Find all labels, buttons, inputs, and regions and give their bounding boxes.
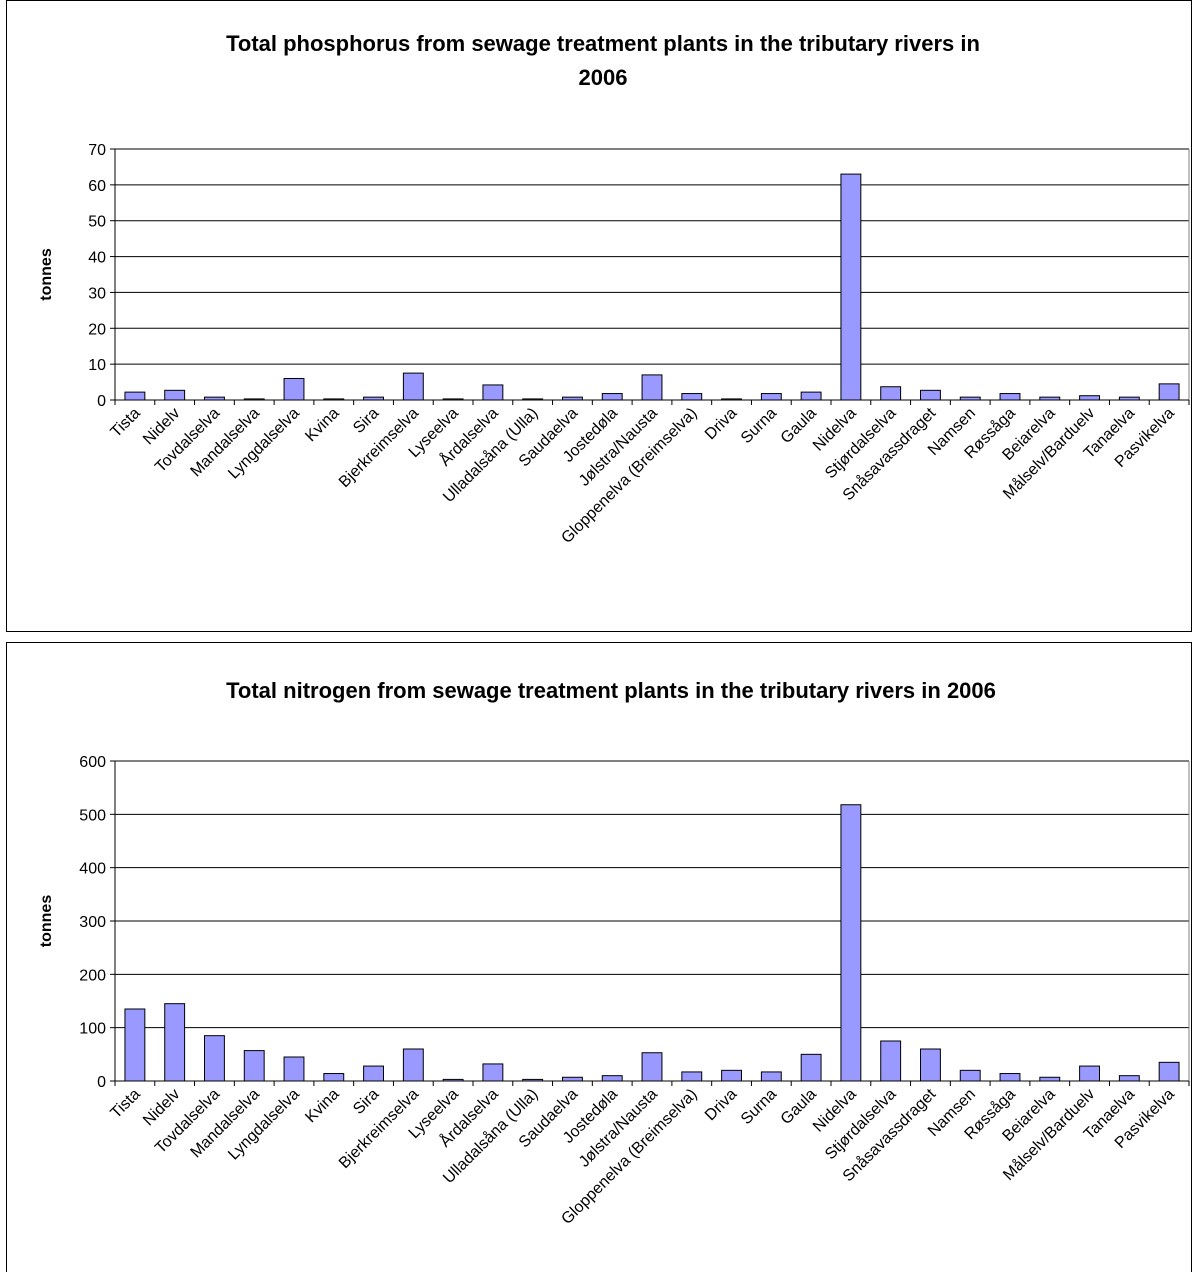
bar [840, 804, 862, 1082]
bar [641, 374, 663, 401]
bar [124, 1008, 146, 1082]
bar [840, 173, 862, 401]
bar [243, 398, 265, 401]
bar [323, 398, 345, 401]
x-category-label: Surna [738, 1086, 780, 1128]
x-category-label: Sira [350, 405, 382, 437]
bar [999, 1073, 1021, 1082]
bar [1039, 396, 1061, 401]
bar [1118, 396, 1140, 401]
bar [402, 1048, 424, 1082]
y-tick-label: 300 [79, 914, 106, 931]
bar [920, 389, 941, 401]
phosphorus-chart: Total phosphorus from sewage treatment p… [38, 31, 1190, 547]
y-tick-label: 0 [97, 393, 106, 410]
y-tick-label: 30 [88, 285, 106, 302]
bar [482, 1063, 504, 1082]
bar [243, 1050, 265, 1082]
bar [601, 1075, 623, 1082]
y-axis-label: tonnes [38, 895, 55, 948]
bar [920, 1048, 941, 1082]
bar [1039, 1076, 1061, 1082]
bar [442, 1078, 464, 1082]
y-tick-label: 40 [88, 250, 106, 267]
bar [880, 386, 902, 401]
x-category-label: Sira [350, 1086, 382, 1118]
y-tick-label: 600 [79, 754, 106, 771]
bar [681, 1071, 703, 1082]
x-category-label: Lyngdalselva [225, 405, 303, 483]
bar [323, 1073, 345, 1082]
y-tick-label: 70 [88, 142, 106, 159]
bar [880, 1040, 902, 1082]
x-category-label: Kvina [302, 405, 342, 445]
bar [1118, 1075, 1140, 1082]
bar [363, 1065, 385, 1082]
bar [999, 393, 1021, 401]
bar [283, 377, 305, 401]
bar [164, 389, 186, 401]
bar [363, 396, 385, 401]
y-axis-label: tonnes [38, 248, 55, 301]
bar [562, 1076, 583, 1082]
bar [482, 384, 504, 401]
bar [721, 398, 742, 401]
x-category-label: Driva [702, 1086, 740, 1124]
bar [601, 393, 623, 401]
bar [283, 1056, 305, 1082]
chart-title-line: 2006 [579, 65, 628, 90]
bar [721, 1069, 742, 1082]
y-tick-label: 400 [79, 861, 106, 878]
bar [641, 1052, 663, 1082]
x-category-label: Surna [738, 405, 780, 447]
chart-title-line: Total phosphorus from sewage treatment p… [226, 31, 980, 56]
bar [800, 391, 822, 401]
bar [1079, 395, 1100, 401]
bar [1158, 383, 1180, 401]
y-tick-label: 10 [88, 357, 106, 374]
x-category-label: Lyngdalselva [225, 1086, 303, 1164]
bar [164, 1003, 186, 1082]
bar [760, 1071, 782, 1082]
phosphorus-chart-panel: Total phosphorus from sewage treatment p… [6, 0, 1192, 632]
bar [1079, 1065, 1100, 1082]
bar [562, 396, 583, 401]
y-tick-label: 20 [88, 321, 106, 338]
bar [800, 1053, 822, 1082]
y-tick-label: 50 [88, 214, 106, 231]
y-tick-label: 0 [97, 1074, 106, 1091]
nitrogen-chart-panel: Total nitrogen from sewage treatment pla… [6, 642, 1192, 1272]
bar [522, 398, 544, 401]
x-category-label: Tista [108, 405, 144, 441]
bar [959, 1069, 981, 1082]
x-category-label: Driva [702, 405, 740, 443]
y-tick-label: 200 [79, 967, 106, 984]
nitrogen-chart: Total nitrogen from sewage treatment pla… [38, 678, 1190, 1228]
bar [681, 393, 703, 401]
bar [402, 372, 424, 401]
x-category-label: Kvina [302, 1086, 342, 1126]
bar [204, 396, 225, 401]
y-tick-label: 60 [88, 178, 106, 195]
y-tick-label: 100 [79, 1021, 106, 1038]
bar [1158, 1061, 1180, 1082]
bar [124, 391, 146, 401]
x-category-label: Tista [108, 1086, 144, 1122]
y-tick-label: 500 [79, 807, 106, 824]
chart-title-line: Total nitrogen from sewage treatment pla… [226, 678, 996, 703]
bar [204, 1035, 225, 1082]
bar [959, 396, 981, 401]
bar [522, 1078, 544, 1082]
bar [760, 393, 782, 401]
bar [442, 398, 464, 401]
